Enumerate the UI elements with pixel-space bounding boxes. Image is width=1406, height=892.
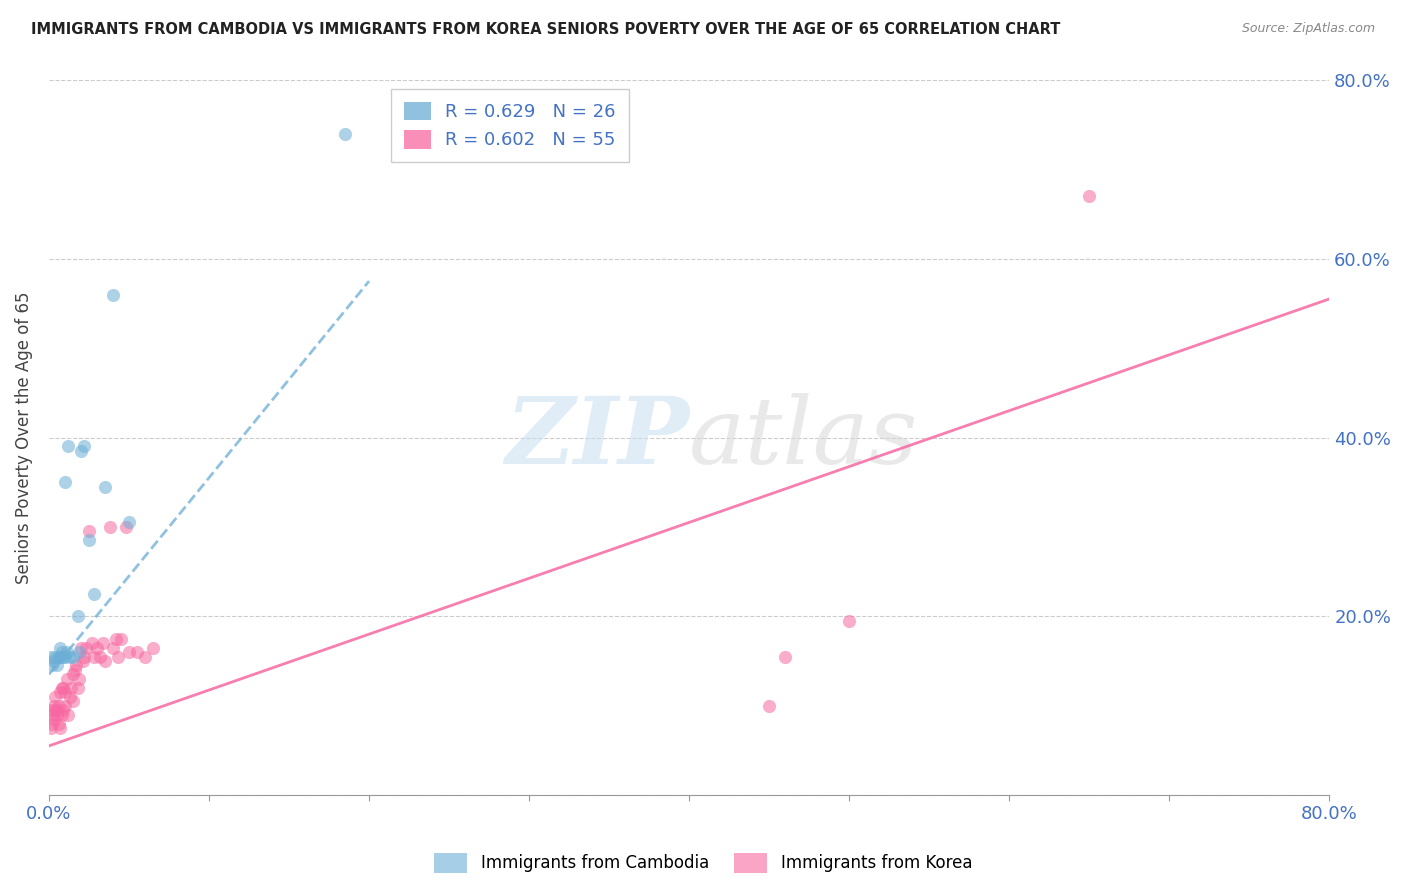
Point — [41, 707, 63, 722]
Point — [49, 685, 72, 699]
Point — [42, 698, 65, 713]
Point — [51, 681, 73, 695]
Point — [63, 663, 86, 677]
Text: ZIP: ZIP — [505, 392, 689, 483]
Point — [53, 685, 76, 699]
Point — [52, 649, 75, 664]
Point — [98, 520, 121, 534]
Point — [118, 645, 141, 659]
Point — [42, 654, 65, 668]
Point — [83, 649, 105, 664]
Point — [52, 703, 75, 717]
Y-axis label: Seniors Poverty Over the Age of 65: Seniors Poverty Over the Age of 65 — [15, 292, 32, 583]
Point — [101, 287, 124, 301]
Point — [1078, 189, 1101, 203]
Point — [66, 609, 89, 624]
Point — [105, 632, 128, 646]
Point — [70, 640, 93, 655]
Point — [94, 654, 117, 668]
Point — [70, 444, 93, 458]
Point — [60, 681, 83, 695]
Point — [55, 645, 77, 659]
Point — [46, 658, 69, 673]
Point — [83, 587, 105, 601]
Point — [77, 524, 100, 539]
Point — [67, 672, 90, 686]
Point — [49, 649, 72, 664]
Point — [53, 475, 76, 490]
Point — [758, 698, 780, 713]
Legend: Immigrants from Cambodia, Immigrants from Korea: Immigrants from Cambodia, Immigrants fro… — [427, 847, 979, 880]
Point — [67, 645, 90, 659]
Point — [55, 672, 77, 686]
Point — [77, 533, 100, 548]
Point — [86, 640, 108, 655]
Point — [62, 667, 84, 681]
Point — [118, 516, 141, 530]
Point — [39, 703, 62, 717]
Point — [59, 649, 82, 664]
Point — [773, 649, 796, 664]
Point — [110, 632, 132, 646]
Legend: R = 0.629   N = 26, R = 0.602   N = 55: R = 0.629 N = 26, R = 0.602 N = 55 — [391, 89, 628, 162]
Point — [89, 649, 111, 664]
Point — [51, 707, 73, 722]
Point — [41, 658, 63, 673]
Point — [46, 707, 69, 722]
Point — [49, 640, 72, 655]
Point — [73, 440, 96, 454]
Text: Source: ZipAtlas.com: Source: ZipAtlas.com — [1241, 22, 1375, 36]
Point — [114, 520, 136, 534]
Text: IMMIGRANTS FROM CAMBODIA VS IMMIGRANTS FROM KOREA SENIORS POVERTY OVER THE AGE O: IMMIGRANTS FROM CAMBODIA VS IMMIGRANTS F… — [31, 22, 1060, 37]
Point — [73, 649, 96, 664]
Point — [134, 649, 156, 664]
Point — [51, 645, 73, 659]
Point — [82, 636, 104, 650]
Point — [62, 649, 84, 664]
Point — [65, 658, 87, 673]
Point — [101, 640, 124, 655]
Point — [56, 440, 79, 454]
Point — [59, 690, 82, 704]
Point — [48, 698, 70, 713]
Point — [72, 654, 94, 668]
Point — [838, 614, 860, 628]
Point — [66, 681, 89, 695]
Point — [333, 127, 356, 141]
Point — [125, 645, 148, 659]
Point — [48, 716, 70, 731]
Point — [41, 716, 63, 731]
Text: atlas: atlas — [689, 392, 918, 483]
Point — [142, 640, 165, 655]
Point — [49, 721, 72, 735]
Point — [44, 649, 66, 664]
Point — [52, 681, 75, 695]
Point — [107, 649, 129, 664]
Point — [62, 694, 84, 708]
Point — [46, 703, 69, 717]
Point — [56, 707, 79, 722]
Point — [39, 721, 62, 735]
Point — [93, 636, 115, 650]
Point — [94, 480, 117, 494]
Point — [53, 698, 76, 713]
Point — [53, 649, 76, 664]
Point — [48, 649, 70, 664]
Point — [75, 640, 97, 655]
Point — [44, 690, 66, 704]
Point — [44, 703, 66, 717]
Point — [39, 649, 62, 664]
Point — [42, 712, 65, 726]
